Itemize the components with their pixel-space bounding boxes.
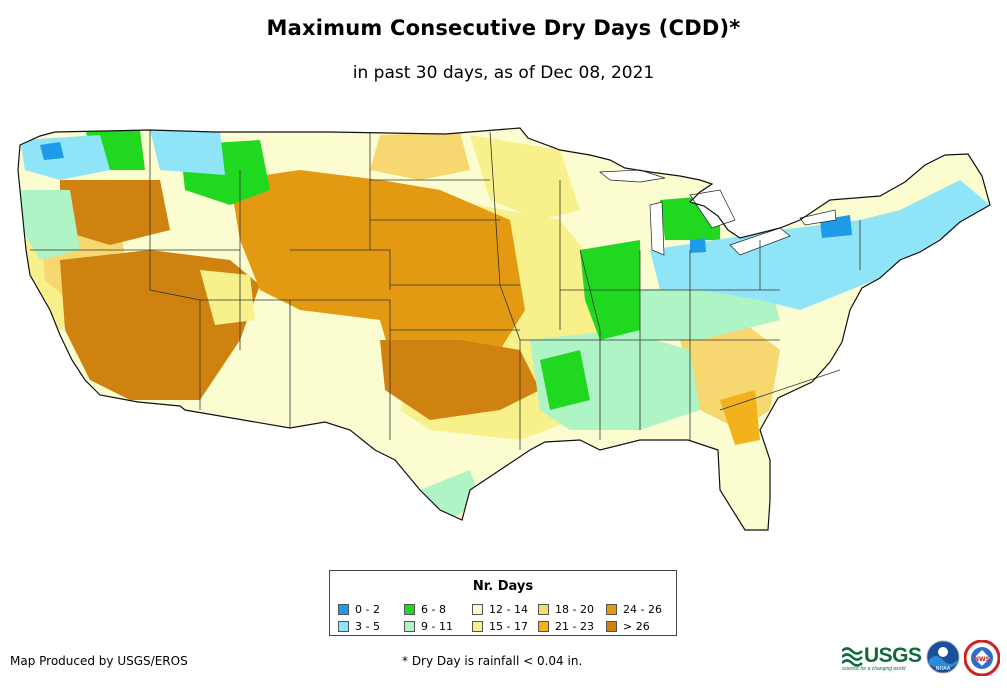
legend-label: 18 - 20 — [555, 602, 594, 616]
state-boundaries — [30, 130, 861, 450]
noaa-logo: NOAA — [926, 640, 960, 674]
legend-swatch — [404, 620, 415, 632]
legend-label: 3 - 5 — [355, 619, 380, 633]
legend-swatch — [338, 620, 349, 632]
legend-swatch — [472, 603, 483, 615]
region-michigan-0-2 — [690, 238, 706, 253]
region-washington-coast-9-11 — [20, 190, 80, 260]
legend-swatch — [472, 620, 483, 632]
legend-item: 3 - 5 — [338, 619, 404, 633]
nws-logo: NWS — [964, 640, 1000, 676]
legend-item: 9 - 11 — [404, 619, 472, 633]
region-puget-0-2 — [40, 142, 64, 160]
legend-label: 24 - 26 — [623, 602, 662, 616]
legend-label: 0 - 2 — [355, 602, 380, 616]
legend-item: > 26 — [606, 619, 674, 633]
region-nd-18-20 — [370, 132, 470, 180]
agency-logos: USGS science for a changing world NOAA N… — [842, 638, 1002, 678]
legend-label: 12 - 14 — [489, 602, 528, 616]
region-north-plains-15-17 — [470, 135, 580, 220]
region-az-15-17 — [200, 270, 255, 325]
legend-swatch — [606, 603, 617, 615]
region-tennessee-9-11 — [620, 285, 780, 340]
legend-label: > 26 — [623, 619, 650, 633]
credit-text: Map Produced by USGS/EROS — [10, 654, 188, 668]
legend-label: 6 - 8 — [421, 602, 446, 616]
legend-swatch — [606, 620, 617, 632]
legend: Nr. Days 0 - 2 6 - 8 12 - 14 18 - 20 24 - 26… — [329, 570, 677, 636]
footnote-text: * Dry Day is rainfall < 0.04 in. — [402, 654, 583, 668]
nws-logo-text: NWS — [974, 656, 990, 663]
region-georgia-21-23 — [720, 390, 760, 445]
legend-item: 0 - 2 — [338, 602, 404, 616]
usgs-wave-icon — [842, 647, 863, 667]
legend-label: 21 - 23 — [555, 619, 594, 633]
region-rockies-plains-24-26 — [230, 170, 525, 360]
legend-label: 15 - 17 — [489, 619, 528, 633]
region-arkansas-6-8 — [540, 350, 590, 410]
legend-label: 9 - 11 — [421, 619, 453, 633]
region-oregon-gt26 — [60, 180, 170, 245]
legend-item: 12 - 14 — [472, 602, 538, 616]
legend-title: Nr. Days — [472, 579, 534, 594]
legend-item: 18 - 20 — [538, 602, 606, 616]
legend-swatch — [538, 620, 549, 632]
lake-ontario — [799, 209, 837, 226]
noaa-logo-text: NOAA — [936, 666, 951, 672]
legend-grid: 0 - 2 6 - 8 12 - 14 18 - 20 24 - 26 3 - 5 9 - … — [338, 602, 674, 633]
region-ohio-northeast-3-5 — [650, 180, 990, 310]
usgs-logo: USGS science for a changing world — [842, 642, 922, 672]
region-texas-gt26 — [380, 340, 540, 420]
legend-swatch — [404, 603, 415, 615]
cdd-map — [17, 127, 991, 531]
legend-item: 6 - 8 — [404, 602, 472, 616]
lake-michigan — [649, 201, 665, 256]
legend-item: 15 - 17 — [472, 619, 538, 633]
map-subtitle: in past 30 days, as of Dec 08, 2021 — [352, 63, 655, 83]
legend-item: 21 - 23 — [538, 619, 606, 633]
map-title: Maximum Consecutive Dry Days (CDD)* — [266, 16, 741, 40]
legend-item: 24 - 26 — [606, 602, 674, 616]
legend-swatch — [538, 603, 549, 615]
usgs-logo-text: USGS — [864, 644, 922, 667]
usgs-tagline: science for a changing world — [842, 666, 906, 672]
legend-swatch — [338, 603, 349, 615]
lake-huron — [689, 189, 736, 229]
region-idaho-3-5 — [150, 130, 225, 175]
lake-superior — [599, 169, 666, 183]
